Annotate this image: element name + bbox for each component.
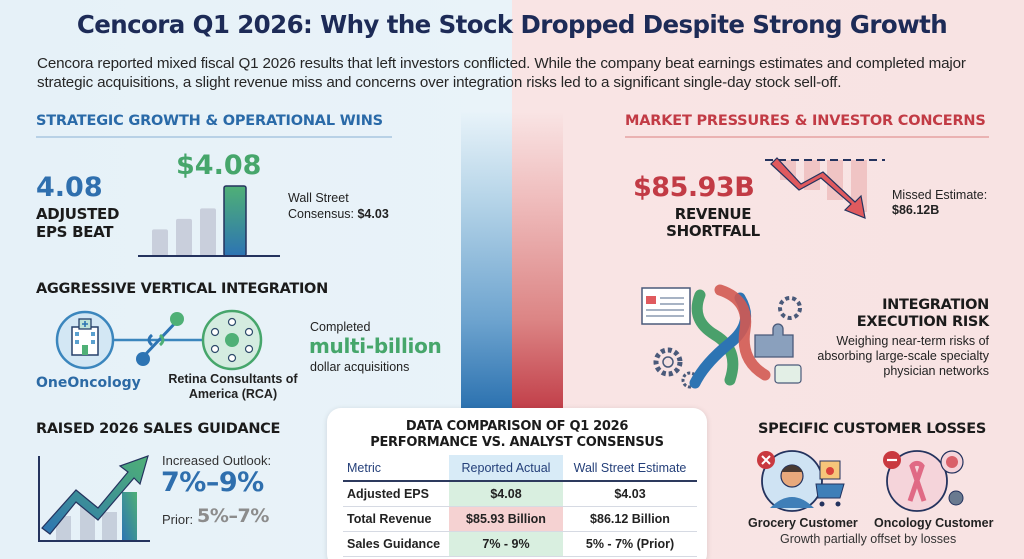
cell-estimate: $86.12 Billion: [563, 506, 697, 532]
acquisition-link-graphic: [55, 309, 263, 371]
cell-estimate: 5% - 7% (Prior): [563, 531, 697, 557]
integration-heading: AGGRESSIVE VERTICAL INTEGRATION: [36, 281, 328, 297]
eps-bar: [200, 208, 216, 256]
x-badge-icon: [757, 451, 775, 469]
eps-bar: [176, 218, 192, 256]
customer-losses-note: Growth partially offset by losses: [780, 532, 957, 546]
tangled-chain-gears-icon: [641, 284, 802, 389]
table-row: Adjusted EPS $4.08 $4.03: [343, 481, 697, 507]
table-header-row: Metric Reported Actual Wall Street Estim…: [343, 455, 697, 482]
missed-label: Missed Estimate:: [892, 188, 988, 202]
risk-heading: INTEGRATION EXECUTION RISK: [856, 297, 990, 330]
oncology-ribbon-icon: [886, 450, 964, 512]
revenue-missed-estimate: Missed Estimate: $86.12B: [892, 188, 987, 218]
cell-metric: Sales Guidance: [343, 531, 449, 557]
guidance-prior-label: Prior:: [162, 512, 194, 527]
right-heading-divider: [625, 136, 989, 138]
consensus-value: $4.03: [357, 207, 389, 221]
grocery-customer-label: Grocery Customer: [748, 516, 858, 530]
cell-actual: $4.08: [449, 481, 563, 507]
consensus-line2: Consensus: $4.03: [288, 207, 389, 221]
risk-description: Weighing near-term risks of absorbing la…: [817, 334, 989, 378]
rca-label: Retina Consultants of America (RCA): [168, 372, 298, 401]
customer-losses-heading: SPECIFIC CUSTOMER LOSSES: [758, 421, 987, 437]
cell-estimate: $4.03: [563, 481, 697, 507]
right-section-heading: MARKET PRESSURES & INVESTOR CONCERNS: [625, 113, 986, 129]
page-title: Cencora Q1 2026: Why the Stock Dropped D…: [76, 10, 948, 39]
cell-metric: Total Revenue: [343, 506, 449, 532]
center-blue-bar: [461, 112, 512, 408]
eps-big-value: 4.08: [36, 172, 103, 203]
guidance-heading: RAISED 2026 SALES GUIDANCE: [36, 421, 281, 437]
comparison-title-line1: DATA COMPARISON OF Q1 2026: [405, 419, 629, 434]
oncology-customer-label: Oncology Customer: [874, 516, 994, 530]
guidance-label: Increased Outlook:: [162, 453, 272, 468]
hospital-icon: [55, 310, 115, 370]
acquisition-text-top: Completed: [310, 320, 371, 334]
cell-actual: $85.93 Billion: [449, 506, 563, 532]
col-header-metric: Metric: [343, 455, 449, 482]
acquisition-text-highlight: multi-billion: [309, 334, 442, 358]
missed-value: $86.12B: [892, 203, 940, 217]
page-subtitle: Cencora reported mixed fiscal Q1 2026 re…: [37, 55, 966, 91]
comparison-table: Metric Reported Actual Wall Street Estim…: [343, 455, 697, 557]
eps-consensus: Wall Street Consensus: $4.03: [288, 190, 389, 222]
col-header-estimate: Wall Street Estimate: [563, 455, 697, 482]
trend-up-arrow-icon: [38, 455, 150, 542]
col-header-actual: Reported Actual: [449, 455, 563, 482]
revenue-big-value: $85.93B: [633, 172, 755, 203]
acquisition-text-bottom: dollar acquisitions: [310, 360, 410, 374]
center-red-bar: [512, 112, 563, 408]
guidance-prior-value: 5%–7%: [197, 505, 270, 527]
comparison-title-line2: PERFORMANCE VS. ANALYST CONSENSUS: [370, 435, 664, 450]
minus-badge-icon: [883, 451, 901, 469]
consensus-label-line1: Wall Street: [288, 191, 349, 205]
eps-bar: [223, 185, 247, 257]
eps-bar-chart: [138, 185, 280, 257]
eps-chart-value: $4.08: [176, 150, 262, 181]
comparison-title: DATA COMPARISON OF Q1 2026 PERFORMANCE V…: [327, 419, 707, 451]
oneoncology-label: OneOncology: [36, 375, 141, 391]
left-heading-divider: [36, 136, 392, 138]
table-row: Sales Guidance 7% - 9% 5% - 7% (Prior): [343, 531, 697, 557]
revenue-label: REVENUE SHORTFALL: [666, 205, 760, 240]
guidance-value: 7%–9%: [161, 467, 264, 498]
eps-label: ADJUSTED EPS BEAT: [36, 205, 120, 241]
cell-metric: Adjusted EPS: [343, 481, 449, 507]
chain-link-icon: [113, 312, 205, 366]
table-row: Total Revenue $85.93 Billion $86.12 Bill…: [343, 506, 697, 532]
network-icon: [201, 309, 263, 371]
eps-bar: [152, 229, 168, 256]
customer-losses-graphic: [757, 450, 964, 512]
left-section-heading: STRATEGIC GROWTH & OPERATIONAL WINS: [36, 113, 383, 129]
cell-actual: 7% - 9%: [449, 531, 563, 557]
trend-down-arrow-icon: [765, 157, 885, 219]
grocery-customer-icon: [761, 450, 845, 512]
